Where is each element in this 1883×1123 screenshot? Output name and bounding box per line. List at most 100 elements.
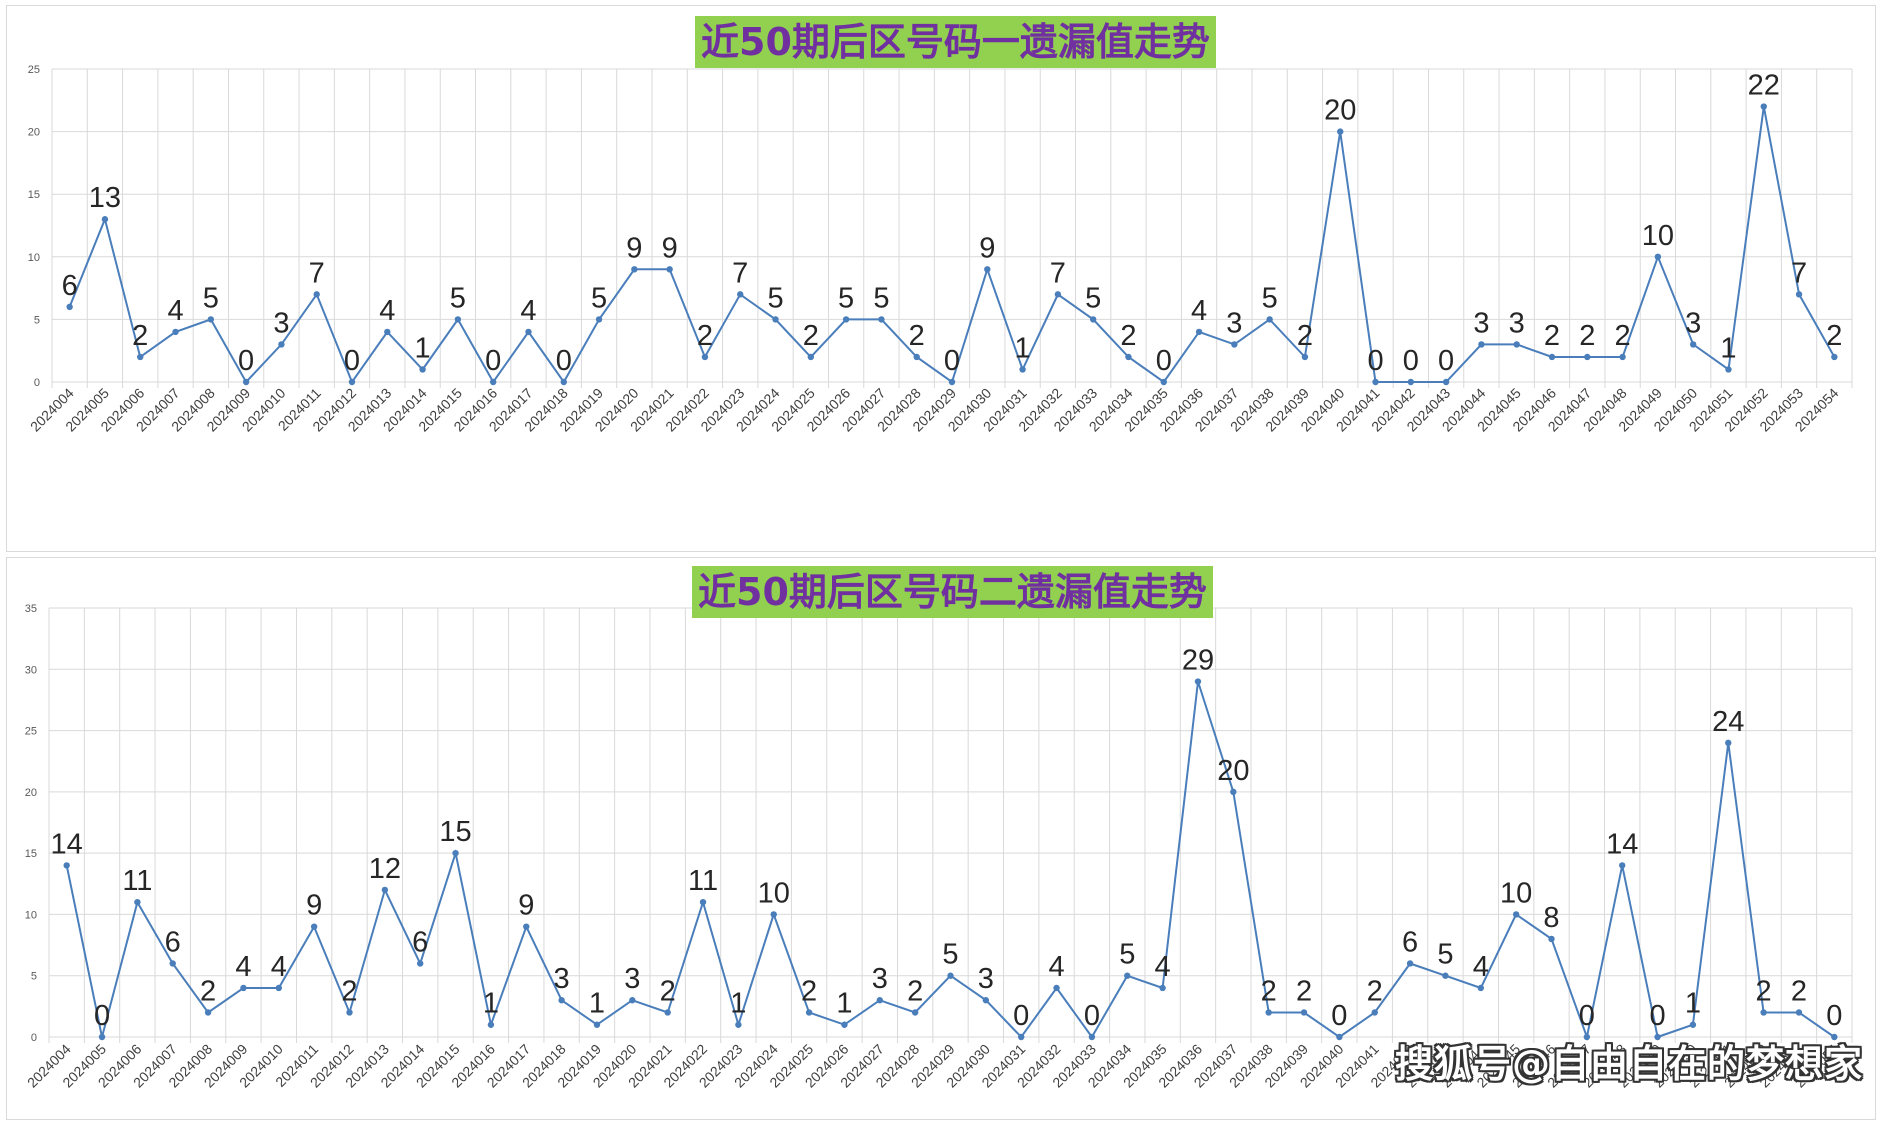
data-point [63,862,70,869]
data-label: 2 [1826,320,1842,352]
chart-panel-1: 0 5 10 15 20 25 2024004 2024005 2024006 2024007 20… [6,5,1876,552]
data-point [454,316,462,323]
data-point [66,303,73,311]
data-point [735,1021,742,1028]
data-label: 4 [520,295,536,327]
data-label: 7 [309,257,325,289]
data-point [1548,935,1555,943]
data-point [737,291,744,298]
data-label: 0 [1367,345,1383,377]
data-point [523,923,530,930]
data-label: 0 [944,345,960,377]
data-label: 0 [94,1000,110,1032]
data-point [878,316,885,323]
y-tick-label: 5 [34,314,40,326]
data-label: 7 [1050,257,1066,289]
data-point [1231,341,1238,348]
data-label: 0 [1331,1000,1347,1032]
data-point [595,316,603,323]
data-point [1689,341,1697,348]
data-label: 5 [1119,939,1135,971]
data-label: 11 [122,865,152,897]
data-point [137,353,144,361]
data-point [1442,378,1450,386]
data-label: 12 [369,853,401,885]
data-label: 2 [1615,320,1631,352]
data-label: 9 [306,890,322,922]
data-label: 0 [1013,1000,1029,1032]
data-point [1654,1033,1661,1041]
data-point [1654,253,1662,260]
data-label: 4 [1155,951,1171,983]
chart-title-1: 近50期后区号码一遗漏值走势 [695,16,1216,68]
data-point [1018,1033,1025,1041]
data-label: 1 [1720,332,1736,364]
data-label: 13 [89,182,121,214]
data-point [1019,366,1026,373]
data-label: 2 [907,975,923,1007]
data-label: 0 [1438,345,1454,377]
data-point [913,353,920,361]
data-label: 4 [1048,951,1064,983]
chart-panel-2: 0 5 10 15 20 25 30 35 2024004 2024005 2024006 20240… [6,557,1876,1120]
data-label: 20 [1324,95,1356,127]
data-point [1548,353,1556,361]
data-label: 2 [1261,975,1277,1007]
data-point [560,378,567,386]
data-label: 2 [132,320,148,352]
data-label: 2 [1579,320,1595,352]
data-label: 2 [803,320,819,352]
data-label: 10 [1642,220,1674,252]
data-point [419,366,426,373]
data-point [1089,316,1097,323]
data-label: 10 [758,877,790,909]
data-label: 14 [1606,828,1638,860]
data-point [772,316,779,323]
data-label: 6 [165,926,181,958]
y-tick-label: 25 [25,726,37,738]
chart-title-2: 近50期后区号码二遗漏值走势 [692,566,1213,618]
data-point [1795,291,1803,298]
data-point [1054,291,1062,298]
data-point [911,1009,919,1016]
data-point [1266,316,1273,323]
watermark-text: 搜狐号@自由自在的梦想家 [1395,1042,1864,1086]
data-point [805,1009,813,1016]
data-label: 15 [439,816,471,848]
data-point [204,1009,212,1016]
data-label: 7 [1791,257,1807,289]
data-label: 5 [450,282,466,314]
data-point [207,316,215,323]
data-label: 7 [732,257,748,289]
data-label: 6 [412,926,428,958]
data-point [629,997,636,1004]
y-tick-label: 15 [25,848,37,860]
data-point [101,216,109,223]
data-label: 5 [767,282,783,314]
data-label: 3 [624,963,640,995]
y-tick-label: 30 [25,664,37,676]
data-label: 5 [838,282,854,314]
data-point [1619,353,1626,361]
data-label: 2 [1297,320,1313,352]
data-label: 9 [662,232,678,264]
data-label: 3 [872,963,888,995]
y-tick-label: 5 [31,971,37,983]
data-label: 5 [591,282,607,314]
data-point [1584,353,1591,361]
data-point [701,353,709,361]
data-point [982,997,990,1004]
data-label: 0 [1579,1000,1595,1032]
data-label: 10 [1500,877,1532,909]
line-chart-1: 0510152025202400420240052024006202400720… [27,64,1853,435]
data-label: 5 [1085,282,1101,314]
data-label: 1 [1015,332,1031,364]
data-point [1337,128,1344,135]
data-label: 1 [415,332,431,364]
data-point [666,266,673,273]
y-tick-label: 20 [28,127,40,139]
data-point [1513,341,1520,348]
data-point [1230,788,1237,796]
data-point [1371,1009,1378,1016]
data-label: 0 [485,345,501,377]
